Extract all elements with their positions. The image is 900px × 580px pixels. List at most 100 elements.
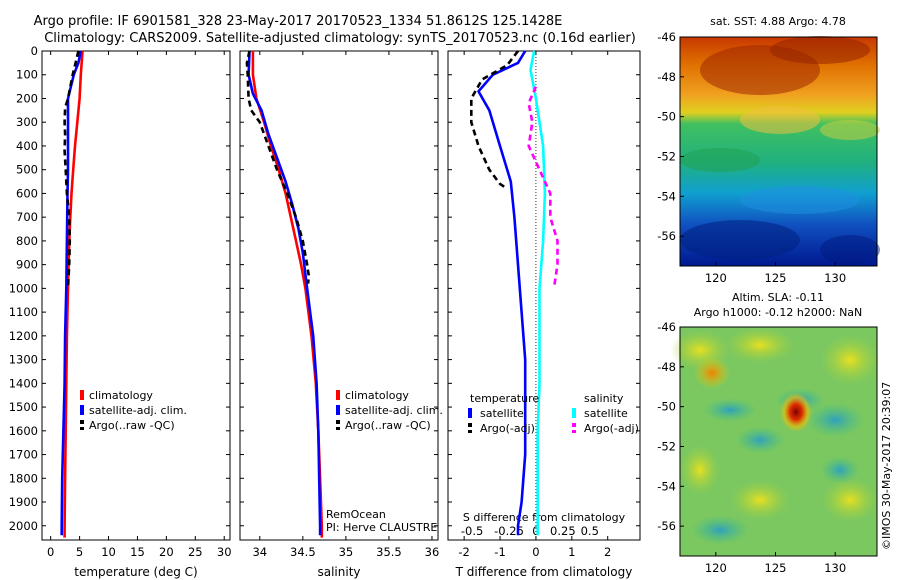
x-top-tick-label: 0.5	[581, 524, 599, 538]
x-axis-label: temperature (deg C)	[74, 565, 197, 579]
x-tick-label: 34	[252, 545, 267, 559]
x-top-tick-label: -0.25	[494, 524, 524, 538]
map-y-tick-label: -48	[657, 360, 676, 374]
legend-group-heading: salinity	[584, 392, 624, 405]
map-y-tick-label: -56	[657, 229, 676, 243]
x-axis-label: T difference from climatology	[455, 565, 633, 579]
y-tick-label: 400	[16, 139, 38, 153]
x-tick-label: 25	[188, 545, 203, 559]
y-tick-label: 1300	[9, 353, 38, 367]
map-y-tick-label: -54	[657, 189, 676, 203]
x-tick-label: -2	[458, 545, 469, 559]
series-line	[527, 86, 559, 289]
sla-map-title-line-2: Argo h1000: -0.12 h2000: NaN	[694, 306, 863, 319]
x-tick-label: 2	[604, 545, 611, 559]
x-tick-label: 15	[130, 545, 145, 559]
x-tick-label: 20	[159, 545, 174, 559]
legend-label: satellite-adj. clim.	[345, 404, 443, 417]
y-tick-label: 500	[16, 163, 38, 177]
map-x-tick-label: 130	[824, 561, 846, 575]
x-top-tick-label: 0	[532, 524, 539, 538]
series-line	[529, 50, 547, 536]
map-y-tick-label: -52	[657, 439, 676, 453]
series-line	[477, 50, 527, 536]
y-tick-label: 1800	[9, 471, 38, 485]
map-x-tick-label: 125	[765, 271, 787, 285]
legend-label: satellite	[584, 407, 628, 420]
plot-area	[447, 50, 641, 541]
map-y-tick-label: -48	[657, 70, 676, 84]
legend-group-heading: temperature	[470, 392, 539, 405]
x-tick-label: 35	[339, 545, 354, 559]
y-tick-label: 800	[16, 234, 38, 248]
y-tick-label: 100	[16, 68, 38, 82]
series-line	[63, 50, 84, 538]
sst-heatmap	[680, 36, 880, 266]
map-x-tick-label: 120	[705, 561, 727, 575]
x-top-tick-label: 0.25	[550, 524, 576, 538]
panel-difference: -2 -1 0 1 2 T difference from climatology -0.5…	[447, 50, 641, 579]
map-y-tick-label: -56	[657, 519, 676, 533]
figure-title-line-1: Argo profile: IF 6901581_328 23-May-2017…	[34, 14, 563, 29]
series-line	[470, 50, 520, 190]
x-tick-label: 10	[101, 545, 116, 559]
y-tick-label: 200	[16, 91, 38, 105]
sla-heatmap	[670, 327, 880, 556]
map-x-tick-label: 130	[824, 271, 846, 285]
map-y-tick-label: -54	[657, 479, 676, 493]
panel-salinity: 34 34.5 35 35.5 36 salinity climatology satelli…	[239, 50, 443, 579]
series-line	[245, 50, 311, 284]
y-tick-label: 1400	[9, 376, 38, 390]
x-tick-label: 1	[568, 545, 575, 559]
legend-label: satellite	[480, 407, 524, 420]
x-tick-label: 36	[425, 545, 440, 559]
map-y-tick-label: -52	[657, 149, 676, 163]
imos-credit: ©IMOS 30-May-2017 20:39:07	[880, 382, 893, 550]
y-tick-label: 1600	[9, 424, 38, 438]
x-tick-label: 0	[47, 545, 54, 559]
y-tick-label: 0	[31, 44, 38, 58]
plot-area	[41, 50, 231, 541]
map-x-tick-label: 120	[705, 271, 727, 285]
figure-title-line-2: Climatology: CARS2009. Satellite-adjuste…	[44, 31, 636, 46]
y-tick-label: 1100	[9, 305, 38, 319]
x-top-axis-label: S difference from climatology	[463, 511, 626, 524]
legend-label: Argo(..raw -QC)	[89, 419, 175, 432]
map-x-tick-label: 125	[765, 561, 787, 575]
y-tick-label: 1500	[9, 400, 38, 414]
panel-sla-map: Altim. SLA: -0.11 Argo h1000: -0.12 h200…	[657, 291, 880, 575]
map-y-tick-label: -50	[657, 110, 676, 124]
y-tick-label: 900	[16, 258, 38, 272]
x-top-tick-label: -0.5	[461, 524, 483, 538]
legend-label: climatology	[345, 389, 409, 402]
x-tick-label: -1	[494, 545, 505, 559]
y-tick-label: 700	[16, 210, 38, 224]
legend-label: Argo(-adj)	[480, 422, 535, 435]
series-line	[63, 50, 80, 289]
series-line	[247, 50, 322, 536]
plot-area	[239, 50, 439, 541]
sla-map-title-line-1: Altim. SLA: -0.11	[732, 291, 824, 304]
x-tick-label: 34.5	[290, 545, 316, 559]
x-tick-label: 30	[217, 545, 232, 559]
legend-label: climatology	[89, 389, 153, 402]
panel-sst-map: sat. SST: 4.88 Argo: 4.78 120 125 130 -46 -4…	[657, 15, 880, 285]
annotation-pi: PI: Herve CLAUSTRE	[326, 521, 437, 534]
x-axis-label: salinity	[317, 565, 360, 579]
legend-label: satellite-adj. clim.	[89, 404, 187, 417]
x-tick-label: 5	[76, 545, 83, 559]
x-tick-label: 0	[532, 545, 539, 559]
y-tick-label: 1000	[9, 281, 38, 295]
y-tick-label: 2000	[9, 519, 38, 533]
legend-label: Argo(-adj)	[584, 422, 639, 435]
y-tick-label: 1700	[9, 448, 38, 462]
y-tick-label: 1200	[9, 329, 38, 343]
map-y-tick-label: -46	[657, 30, 676, 44]
sst-map-title: sat. SST: 4.88 Argo: 4.78	[710, 15, 846, 28]
map-y-tick-label: -50	[657, 400, 676, 414]
y-tick-label: 600	[16, 186, 38, 200]
x-tick-label: 35.5	[376, 545, 402, 559]
legend-label: Argo(..raw -QC)	[345, 419, 431, 432]
y-tick-label: 300	[16, 115, 38, 129]
